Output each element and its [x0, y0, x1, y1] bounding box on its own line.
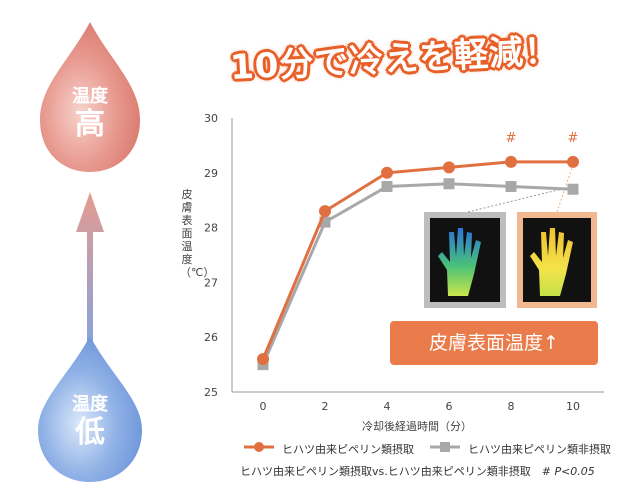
thermal-image-taken: [517, 212, 597, 308]
footnote-p-value: P<0.05: [554, 465, 595, 478]
series-taken-line: [261, 160, 573, 360]
y-tick-label: 30: [204, 112, 218, 125]
series-taken-point: [381, 166, 393, 179]
x-axis-label: 冷却後経過時間（分）: [362, 420, 472, 433]
high-temp-line2: 高: [75, 107, 105, 142]
series-taken-point: [443, 161, 455, 174]
x-tick-label: 4: [384, 400, 391, 413]
low-temp-label: 温度 低: [50, 394, 130, 450]
x-tick-label: 10: [566, 400, 580, 413]
y-tick-label: 26: [204, 331, 218, 344]
series-taken-point: [319, 205, 331, 218]
legend-marker-taken: [244, 442, 274, 452]
series-not-taken-point: [505, 181, 517, 192]
high-temp-drop-icon: [40, 22, 140, 172]
footnote-text: ヒハツ由来ピペリン類摂取vs.ヒハツ由来ピペリン類非摂取 #: [240, 465, 551, 478]
callout-skin-temp: 皮膚表面温度↑: [390, 321, 598, 365]
series-not-taken-point: [319, 216, 331, 228]
leader-line-taken: [556, 161, 575, 213]
low-temp-drop-icon: [38, 336, 142, 482]
y-tick-label: 28: [204, 222, 218, 235]
high-temp-line1: 温度: [72, 86, 108, 107]
y-tick-label: 29: [204, 167, 218, 180]
series-taken-point: [567, 155, 579, 168]
y-axis-label: 皮膚表面温度（℃）: [180, 188, 215, 279]
x-tick-label: 2: [322, 400, 329, 413]
series-not-taken-point: [381, 181, 393, 192]
legend-marker-not-taken: [430, 442, 460, 452]
low-temp-line1: 温度: [72, 394, 108, 415]
legend-label-taken: ヒハツ由来ピペリン類摂取: [282, 443, 414, 456]
y-tick-label: 27: [204, 276, 218, 289]
x-tick-label: 6: [446, 400, 453, 413]
up-arrow-icon: [76, 192, 104, 360]
series-not-taken-line: [261, 182, 574, 366]
legend-label-not-taken: ヒハツ由来ピペリン類非摂取: [468, 443, 611, 456]
y-tick-label: 25: [204, 386, 218, 399]
series-not-taken-point: [567, 183, 579, 195]
high-temp-label: 温度 高: [50, 86, 130, 142]
series-taken-point: [257, 353, 269, 366]
thermal-image-not-taken: [424, 212, 506, 308]
x-tick-label: 8: [508, 400, 515, 413]
significance-mark: #: [568, 131, 579, 146]
series-taken-point: [505, 155, 517, 168]
x-tick-label: 0: [260, 400, 267, 413]
footnote: ヒハツ由来ピペリン類摂取vs.ヒハツ由来ピペリン類非摂取 # P<0.05: [240, 463, 595, 479]
series-not-taken-point: [443, 178, 455, 190]
low-temp-line2: 低: [75, 415, 105, 450]
significance-mark: #: [506, 131, 517, 146]
